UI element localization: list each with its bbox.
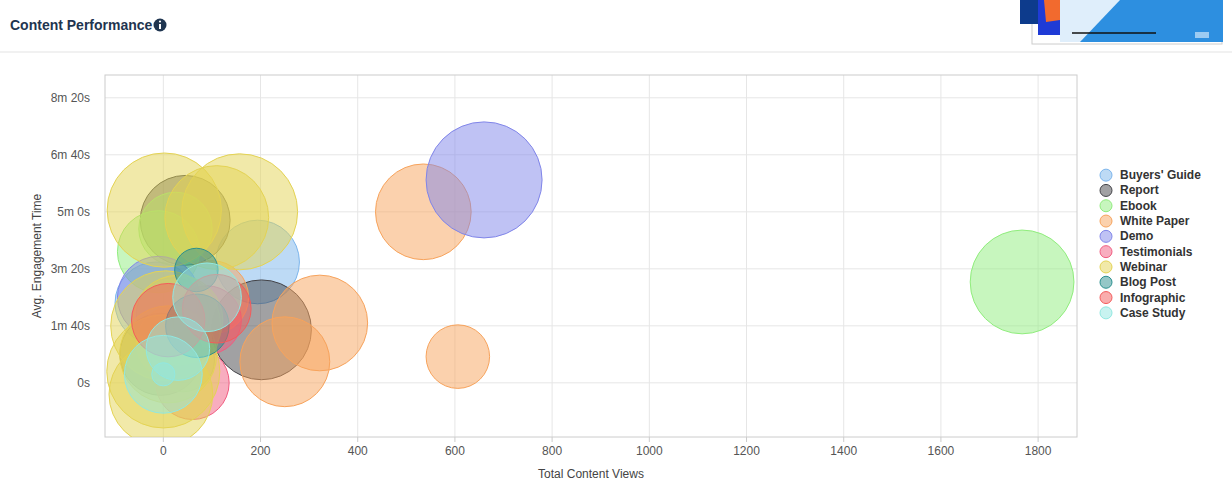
legend-label: Ebook xyxy=(1120,199,1157,213)
grid xyxy=(105,75,1077,442)
x-tick xyxy=(746,437,747,442)
x-tick xyxy=(454,437,455,442)
legend-label: Testimonials xyxy=(1120,245,1193,259)
x-tick xyxy=(843,437,844,442)
legend-marker xyxy=(1100,200,1112,212)
bubble xyxy=(240,317,330,407)
legend-marker xyxy=(1100,184,1112,196)
x-axis-title: Total Content Views xyxy=(538,467,644,481)
x-tick xyxy=(940,437,941,442)
x-tick-label: 1000 xyxy=(636,444,663,458)
legend-label: Infographic xyxy=(1120,291,1186,305)
y-tick-label: 6m 40s xyxy=(51,148,90,162)
bubble xyxy=(146,317,210,381)
legend-marker xyxy=(1100,307,1112,319)
bubbles xyxy=(107,122,1074,437)
x-tick xyxy=(260,437,261,442)
x-tick-label: 1600 xyxy=(928,444,955,458)
y-tick-label: 1m 40s xyxy=(51,319,90,333)
y-tick-label: 0s xyxy=(77,376,90,390)
x-tick-label: 800 xyxy=(542,444,562,458)
thumbnail-block xyxy=(1060,0,1120,42)
legend-marker xyxy=(1100,276,1112,288)
thumbnail-block xyxy=(1195,32,1209,38)
y-axis-title: Avg. Engagement Time xyxy=(30,193,44,318)
legend-label: White Paper xyxy=(1120,214,1190,228)
legend-marker xyxy=(1100,230,1112,242)
legend-label: Case Study xyxy=(1120,306,1186,320)
bubble xyxy=(165,166,269,270)
legend-marker xyxy=(1100,261,1112,273)
info-icon-dot xyxy=(159,20,161,22)
plot-frame xyxy=(105,75,1077,437)
info-icon xyxy=(154,19,167,32)
y-grid-line xyxy=(105,97,1077,98)
legend-marker xyxy=(1100,246,1112,258)
x-tick-label: 600 xyxy=(445,444,465,458)
legend-label: Report xyxy=(1120,183,1159,197)
bubble xyxy=(426,325,490,389)
x-tick-label: 200 xyxy=(251,444,271,458)
title: Content Performance xyxy=(10,17,153,33)
info-icon-stem xyxy=(159,24,161,29)
header-separator xyxy=(0,52,1232,53)
legend-marker xyxy=(1100,215,1112,227)
x-tick xyxy=(357,437,358,442)
series xyxy=(117,122,542,338)
series xyxy=(124,263,241,413)
legend-label: Buyers' Guide xyxy=(1120,168,1201,182)
x-tick-label: 0 xyxy=(160,444,167,458)
legend-label: Webinar xyxy=(1120,260,1167,274)
y-tick-label: 5m 0s xyxy=(57,205,90,219)
legend-label: Blog Post xyxy=(1120,275,1176,289)
thumbnail xyxy=(1020,0,1223,44)
chart-root: Content Performance 0 200 400 600 800 1000 1200… xyxy=(0,0,1232,496)
y-tick-label: 3m 20s xyxy=(51,262,90,276)
bubble xyxy=(426,122,542,238)
bubble xyxy=(970,230,1074,334)
legend-label: Demo xyxy=(1120,229,1153,243)
legend-marker xyxy=(1100,169,1112,181)
x-tick xyxy=(649,437,650,442)
thumbnail-block xyxy=(1060,0,1223,42)
legend-marker xyxy=(1100,292,1112,304)
series xyxy=(107,153,298,437)
thumbnail-line xyxy=(1072,32,1156,34)
x-tick-label: 1400 xyxy=(830,444,857,458)
x-tick-label: 1800 xyxy=(1025,444,1052,458)
y-tick-label: 8m 20s xyxy=(51,91,90,105)
info-icon-circle xyxy=(154,19,167,32)
x-tick-label: 400 xyxy=(348,444,368,458)
x-tick xyxy=(163,437,164,442)
x-tick xyxy=(552,437,553,442)
x-tick xyxy=(1038,437,1039,442)
x-tick-label: 1200 xyxy=(733,444,760,458)
legend: Buyers' GuideReport EbookWhite PaperDemo T… xyxy=(1100,168,1201,320)
thumbnail-block xyxy=(1044,0,1062,22)
